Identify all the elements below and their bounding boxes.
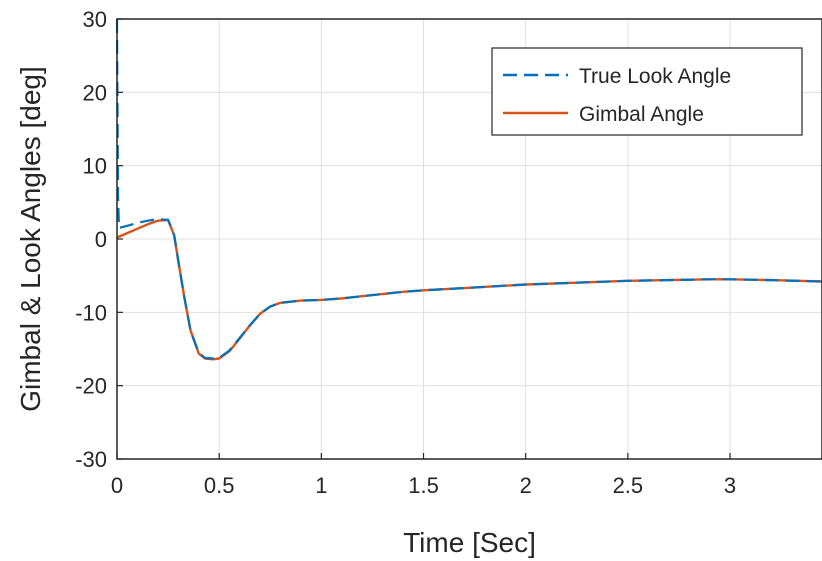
legend-box <box>491 47 803 136</box>
y-tick-label: 20 <box>83 80 107 105</box>
x-tick-label: 3 <box>724 473 736 498</box>
series-line-true-look-angle <box>115 18 822 360</box>
series-line-gimbal-angle <box>116 218 822 361</box>
y-tick-label: -20 <box>75 374 107 399</box>
legend: True Look Angle Gimbal Angle <box>491 47 803 136</box>
y-axis-label: Gimbal & Look Angles [deg] <box>15 66 46 412</box>
y-tick-label: 0 <box>95 227 107 252</box>
x-tick-label: 0.5 <box>204 473 235 498</box>
legend-label-gimbal-angle: Gimbal Angle <box>579 103 704 126</box>
x-tick-label: 0 <box>111 473 123 498</box>
x-tick-label: 2.5 <box>613 473 644 498</box>
x-tick-label: 1.5 <box>408 473 439 498</box>
y-tick-label: 30 <box>83 7 107 32</box>
series-lines <box>115 18 822 361</box>
x-tick-label: 2 <box>520 473 532 498</box>
axis-ticks: 0 0.5 1 1.5 2 2.5 3 30 20 10 0 -10 -20 -30 <box>75 7 736 498</box>
x-axis-label: Time [Sec] <box>403 527 536 558</box>
y-tick-label: -30 <box>75 447 107 472</box>
x-tick-label: 1 <box>315 473 327 498</box>
y-tick-label: -10 <box>75 300 107 325</box>
y-tick-label: 10 <box>83 154 107 179</box>
legend-label-true-look-angle: True Look Angle <box>579 65 731 88</box>
